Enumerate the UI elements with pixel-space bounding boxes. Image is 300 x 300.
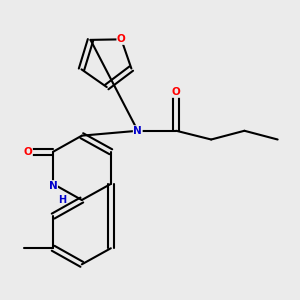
Text: O: O [117,34,126,44]
Text: H: H [58,195,66,205]
Text: O: O [24,147,32,157]
Text: N: N [134,126,142,136]
Text: N: N [49,181,58,191]
Text: O: O [172,87,181,97]
